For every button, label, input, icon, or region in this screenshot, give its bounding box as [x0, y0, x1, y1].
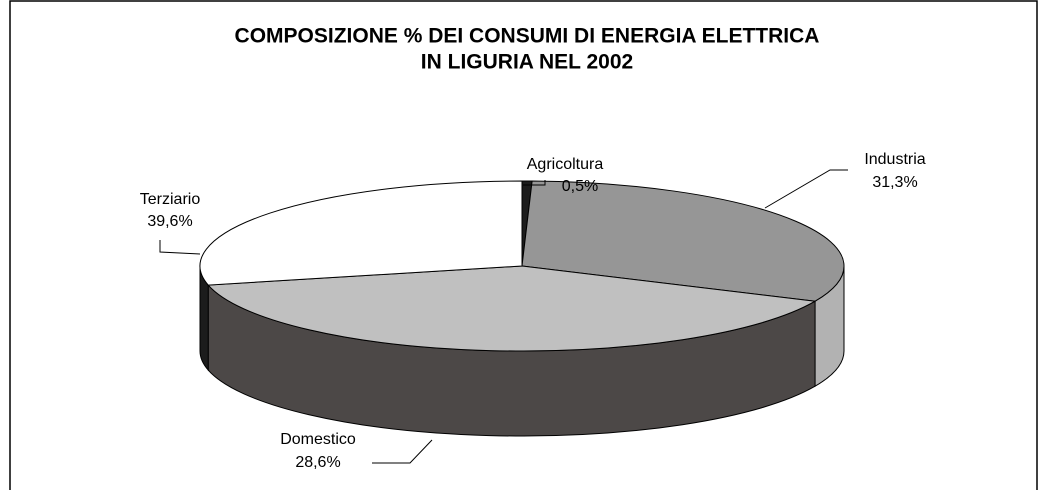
slice-label: Agricoltura [527, 156, 604, 173]
value-label: 39,6% [147, 213, 192, 230]
pie-slice [199, 180, 523, 286]
leader-line [523, 180, 546, 186]
value-label: 28,6% [295, 454, 340, 471]
chart-title: COMPOSIZIONE % DEI CONSUMI DI ENERGIA EL… [235, 25, 820, 48]
chart-frame [9, 0, 1038, 490]
value-label: 0,5% [562, 178, 598, 195]
pie-slice [207, 265, 817, 352]
leader-line [159, 240, 201, 255]
chart-title: IN LIGURIA NEL 2002 [421, 51, 633, 74]
leader-line [764, 169, 848, 209]
slice-label: Domestico [280, 431, 356, 448]
pie-slice [521, 180, 845, 302]
leader-line [372, 439, 433, 464]
slice-label: Terziario [140, 191, 201, 208]
value-label: 31,3% [872, 174, 917, 191]
slice-label: Industria [864, 151, 925, 168]
